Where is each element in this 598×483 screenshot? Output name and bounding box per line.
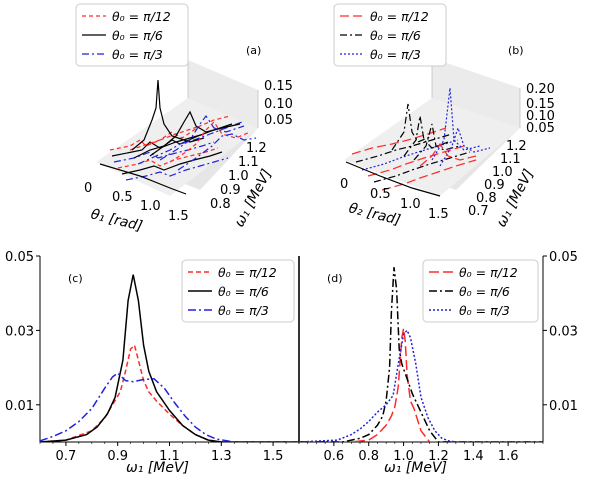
panel-c-tag: (c)	[68, 272, 83, 285]
panel-b-z-tick: 0.05	[526, 121, 555, 136]
panel-a-y-ticks: 1.2 1.1 1.0 0.9 0.8	[210, 141, 267, 212]
panel-d-series	[299, 267, 543, 442]
panel-d-legend-pi3: θ₀ = π/3	[459, 303, 510, 318]
panel-d-y-tick-label: 0.05	[549, 250, 578, 265]
panel-d-x-tick-label: 0.6	[324, 449, 345, 464]
panel-a-x-tick: 0.5	[112, 190, 133, 205]
panel-d-series-line-1	[299, 267, 543, 442]
panel-d-series-line-2	[299, 329, 543, 442]
panel-c-y-tick-label: 0.05	[5, 250, 34, 265]
panel-b-3d: 0.20 0.15 0.10 0.05 1.2 1.1 1.0 0.9 0.8 …	[333, 3, 555, 230]
panel-d-x-tick-label: 0.8	[358, 449, 379, 464]
panel-b-z-tick: 0.15	[526, 97, 555, 112]
panel-b-legend-pi6: θ₀ = π/6	[370, 28, 421, 43]
panel-c-x-label: ω₁ [MeV]	[126, 460, 189, 476]
panel-a-floor	[96, 98, 258, 196]
panel-b-y-tick: 1.0	[492, 165, 513, 180]
panel-d-legend-pi6: θ₀ = π/6	[459, 284, 510, 299]
panel-c-x-tick-label: 1.5	[263, 449, 284, 464]
panel-d-y-tick-label: 0.03	[549, 324, 578, 339]
panel-a-legend-pi3: θ₀ = π/3	[112, 47, 163, 62]
panel-a-curves	[99, 79, 257, 195]
panel-a-y-tick: 0.9	[220, 183, 241, 198]
panel-a-legend-pi6: θ₀ = π/6	[112, 28, 163, 43]
panel-d-tag: (d)	[327, 272, 343, 285]
panel-c-ticks: 0.7 0.9 1.1 1.3 1.5 0.01 0.03 0.05	[5, 250, 300, 464]
panel-a-y-tick: 0.8	[210, 197, 231, 212]
panel-d-legend-pi12: θ₀ = π/12	[459, 265, 518, 280]
panel-c-y-tick-label: 0.01	[5, 399, 34, 414]
panel-c-legend-pi6: θ₀ = π/6	[218, 284, 269, 299]
panel-c: 0.7 0.9 1.1 1.3 1.5 0.01 0.03 0.05 (c) ω₁ [MeV]…	[5, 250, 300, 476]
panel-d: 0.6 0.8 1.0 1.2 1.4 1.6 0.01 0.03 0.05 (d) ω₁ [M…	[298, 250, 578, 476]
panel-a-z-tick: 0.05	[264, 113, 293, 128]
panel-c-y-tick-label: 0.03	[5, 324, 34, 339]
panel-b-z-tick: 0.10	[526, 109, 555, 124]
panel-a-y-tick: 1.0	[228, 169, 249, 184]
panel-b-back-pane	[432, 58, 520, 128]
panel-d-y-tick-label: 0.01	[549, 399, 578, 414]
panel-d-legend: θ₀ = π/12 θ₀ = π/6 θ₀ = π/3	[422, 259, 539, 323]
panel-b-x-tick: 1.5	[428, 207, 449, 222]
panel-a-z-tick: 0.10	[264, 97, 293, 112]
panel-c-legend: θ₀ = π/12 θ₀ = π/6 θ₀ = π/3	[181, 259, 295, 323]
panel-a-3d: 0.15 0.10 0.05 1.2 1.1 1.0 0.9 0.8 ω₁ [M…	[75, 3, 293, 235]
panel-c-series-line-1	[40, 274, 299, 442]
panel-b-legend-pi3: θ₀ = π/3	[370, 47, 421, 62]
panel-b-x-tick: 0.5	[370, 187, 391, 202]
panel-a-z-ticks: 0.15 0.10 0.05	[264, 79, 293, 128]
panel-b-x-label: θ₂ [rad]	[347, 200, 402, 228]
panel-d-x-label: ω₁ [MeV]	[384, 460, 447, 476]
panel-c-series	[40, 274, 299, 442]
panel-c-x-tick-label: 1.1	[159, 449, 180, 464]
panel-b-z-tick: 0.20	[526, 82, 555, 97]
panel-a-legend-pi12: θ₀ = π/12	[112, 9, 171, 24]
panel-b-y-tick: 0.7	[468, 204, 489, 219]
panel-a-tag: (a)	[246, 44, 261, 57]
panel-b-y-ticks: 1.2 1.1 1.0 0.9 0.8 0.7	[468, 139, 527, 219]
panel-a-y-tick: 1.2	[246, 141, 267, 156]
panel-b-x-tick: 0	[340, 177, 348, 192]
panel-d-series-line-0	[299, 328, 543, 442]
panel-b-x-ticks: 0 0.5 1.0 1.5	[340, 177, 449, 222]
panel-c-legend-pi12: θ₀ = π/12	[218, 265, 277, 280]
panel-b-curves	[345, 87, 491, 197]
panel-c-x-tick-label: 0.7	[56, 449, 77, 464]
panel-b-y-tick: 1.2	[506, 139, 527, 154]
panel-a-back-pane	[188, 60, 258, 128]
panel-b-legend-pi12: θ₀ = π/12	[370, 9, 429, 24]
panel-c-x-tick-label: 0.9	[107, 449, 128, 464]
panel-c-legend-pi3: θ₀ = π/3	[218, 303, 269, 318]
panel-d-x-tick-label: 1.2	[428, 449, 449, 464]
panel-a-y-tick: 1.1	[238, 155, 259, 170]
panel-a-x-tick: 1.0	[140, 199, 161, 214]
panel-b-y-tick: 1.1	[500, 152, 521, 167]
panel-a-x-ticks: 0 0.5 1.0 1.5	[84, 181, 189, 224]
panel-a-x-tick: 1.5	[168, 209, 189, 224]
panel-a-x-tick: 0	[84, 181, 92, 196]
panel-a-legend: θ₀ = π/12 θ₀ = π/6 θ₀ = π/3	[75, 3, 189, 67]
panel-a-x-label: θ₁ [rad]	[89, 206, 144, 234]
panel-b-z-ticks: 0.20 0.15 0.10 0.05	[526, 82, 555, 136]
panel-c-series-line-2	[40, 372, 299, 442]
panel-b-x-tick: 1.0	[400, 197, 421, 212]
panel-b-tag: (b)	[508, 44, 524, 57]
panel-c-x-tick-label: 1.3	[211, 449, 232, 464]
panel-b-legend: θ₀ = π/12 θ₀ = π/6 θ₀ = π/3	[333, 3, 447, 67]
panel-d-x-tick-label: 1.4	[463, 449, 484, 464]
panel-a-z-tick: 0.15	[264, 79, 293, 94]
panel-d-x-tick-label: 1.0	[393, 449, 414, 464]
panel-d-x-tick-label: 1.6	[498, 449, 519, 464]
panel-d-ticks: 0.6 0.8 1.0 1.2 1.4 1.6 0.01 0.03 0.05	[298, 250, 578, 464]
panel-b-y-tick: 0.9	[484, 178, 505, 193]
panel-b-floor	[344, 98, 520, 196]
panel-b-y-tick: 0.8	[476, 191, 497, 206]
panel-c-series-line-0	[40, 343, 299, 442]
